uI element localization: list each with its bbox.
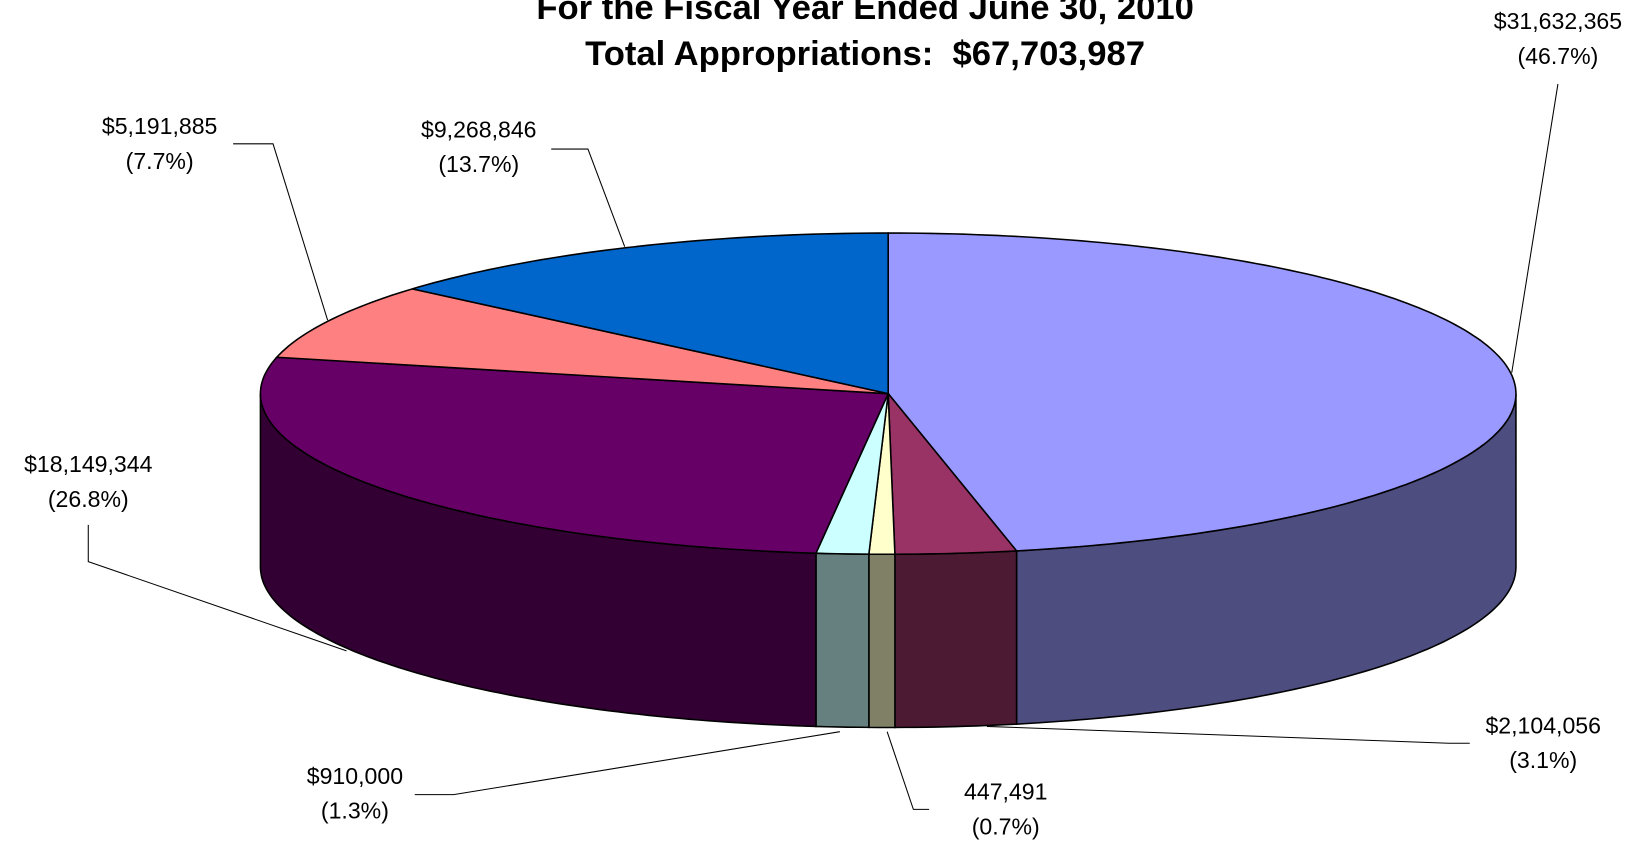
percent-label: (26.8%)	[48, 486, 129, 512]
slice	[275, 288, 889, 395]
percent-label: (3.1%)	[1509, 747, 1577, 773]
value-label: $910,000	[307, 763, 403, 789]
slice-side	[894, 550, 1018, 729]
value-label: $9,268,846	[421, 116, 537, 142]
percent-label: (13.7%)	[438, 151, 519, 177]
slice	[259, 356, 890, 555]
value-label: 447,491	[964, 779, 1047, 805]
percent-label: (46.7%)	[1518, 43, 1599, 69]
chart-subtitle: Total Appropriations: $67,703,987	[585, 35, 1145, 73]
value-label: $5,191,885	[102, 113, 218, 139]
leader-line	[414, 731, 840, 796]
value-label: $31,632,365	[1494, 8, 1622, 34]
leader-line	[551, 148, 626, 247]
leader-line	[986, 725, 1470, 744]
value-label: $18,149,344	[24, 451, 153, 477]
leader-line	[1511, 83, 1559, 373]
percent-label: (1.3%)	[321, 798, 389, 824]
slice-side	[868, 553, 896, 729]
leader-line	[886, 731, 930, 810]
percent-label: (7.7%)	[126, 148, 194, 174]
slice	[887, 391, 1019, 556]
slice-side	[815, 552, 870, 729]
leader-line	[87, 524, 347, 652]
leader-line	[233, 143, 329, 321]
value-label: $2,104,056	[1485, 713, 1601, 739]
percent-label: (0.7%)	[972, 813, 1040, 839]
slice	[887, 232, 1517, 552]
chart-title: For the Fiscal Year Ended June 30, 2010	[536, 0, 1194, 27]
slice	[412, 232, 889, 395]
